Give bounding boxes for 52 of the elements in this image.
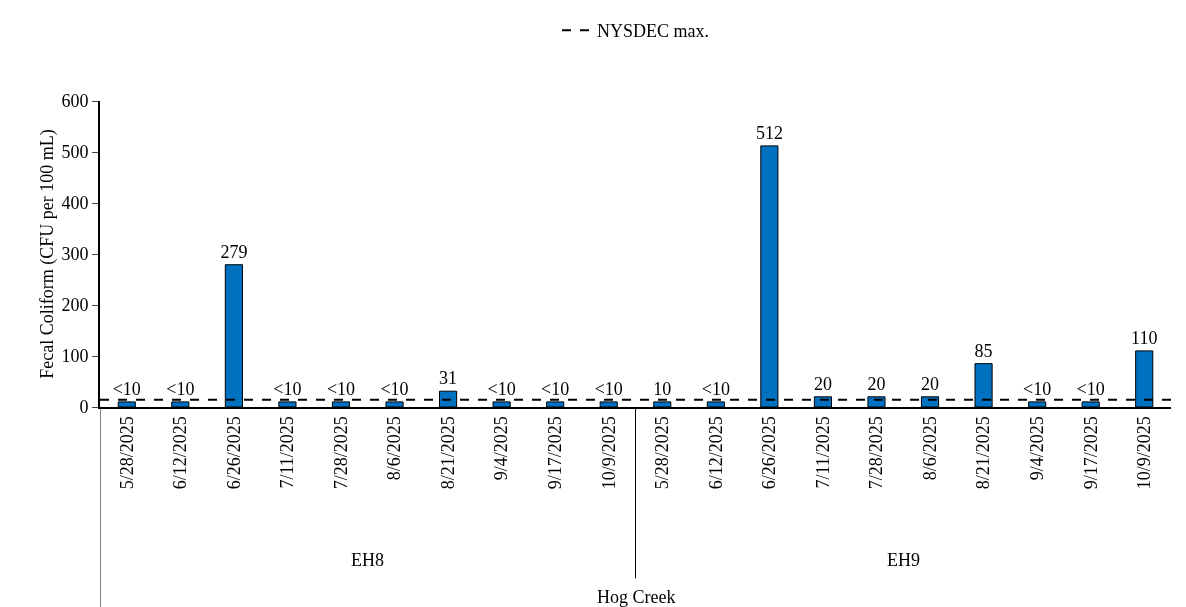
x-tick-label: 7/28/2025: [330, 416, 351, 490]
data-label: 110: [1131, 327, 1158, 348]
data-label: <10: [273, 378, 302, 399]
text: EH9: [887, 550, 920, 570]
x-tick-label: 7/28/2025: [866, 416, 887, 490]
data-label: <10: [380, 378, 409, 399]
data-label: 512: [755, 122, 783, 143]
y-tick-label: 0: [79, 397, 89, 418]
legend-label: NYSDEC max.: [597, 21, 709, 42]
x-tick-label: 9/17/2025: [545, 416, 566, 490]
data-label: <10: [1076, 378, 1105, 399]
data-label: 279: [220, 241, 248, 262]
x-tick-label: 6/26/2025: [223, 416, 244, 490]
y-tick-label: 200: [61, 295, 89, 316]
x-tick-label: 10/9/2025: [1134, 416, 1155, 490]
data-label: 20: [867, 373, 886, 394]
data-label: <10: [166, 378, 195, 399]
x-tick-label: 7/11/2025: [812, 416, 833, 489]
y-tick-label: 600: [61, 91, 89, 112]
data-label: 85: [974, 340, 993, 361]
data-label: 20: [921, 373, 940, 394]
data-label: 31: [439, 368, 458, 389]
x-tick-label: 8/21/2025: [437, 416, 458, 490]
data-label: <10: [326, 378, 356, 399]
x-tick-label: 9/4/2025: [491, 416, 512, 481]
data-label: 20: [813, 373, 832, 394]
x-tick-label: 6/12/2025: [170, 416, 191, 490]
x-tick-label: 5/28/2025: [652, 416, 673, 490]
x-tick-label: 10/9/2025: [598, 416, 619, 490]
x-tick-label: 8/6/2025: [384, 416, 405, 481]
data-label: <10: [594, 378, 623, 399]
x-tick-label: 8/6/2025: [919, 416, 940, 481]
text: Hog Creek: [597, 587, 676, 607]
x-tick-label: 6/12/2025: [705, 416, 726, 490]
x-tick-label: 6/26/2025: [759, 416, 780, 490]
y-tick-label: 300: [61, 244, 89, 265]
data-label: <10: [487, 378, 516, 399]
data-label: 10: [653, 378, 672, 399]
x-tick-label: 5/28/2025: [116, 416, 137, 490]
x-tick-label: 8/21/2025: [973, 416, 994, 490]
y-tick-label: 500: [61, 142, 89, 163]
x-tick-label: 9/17/2025: [1080, 416, 1101, 490]
data-label: <10: [701, 378, 730, 399]
text: EH8: [351, 550, 384, 570]
y-tick-label: 400: [61, 193, 89, 214]
data-label: <10: [1023, 378, 1052, 399]
x-tick-label: 9/4/2025: [1026, 416, 1047, 481]
x-tick-label: 7/11/2025: [277, 416, 298, 489]
data-label: <10: [112, 378, 141, 399]
y-tick-label: 100: [61, 346, 89, 367]
y-axis-title: Fecal Coliform (CFU per 100 mL): [37, 129, 58, 379]
data-label: <10: [541, 378, 570, 399]
